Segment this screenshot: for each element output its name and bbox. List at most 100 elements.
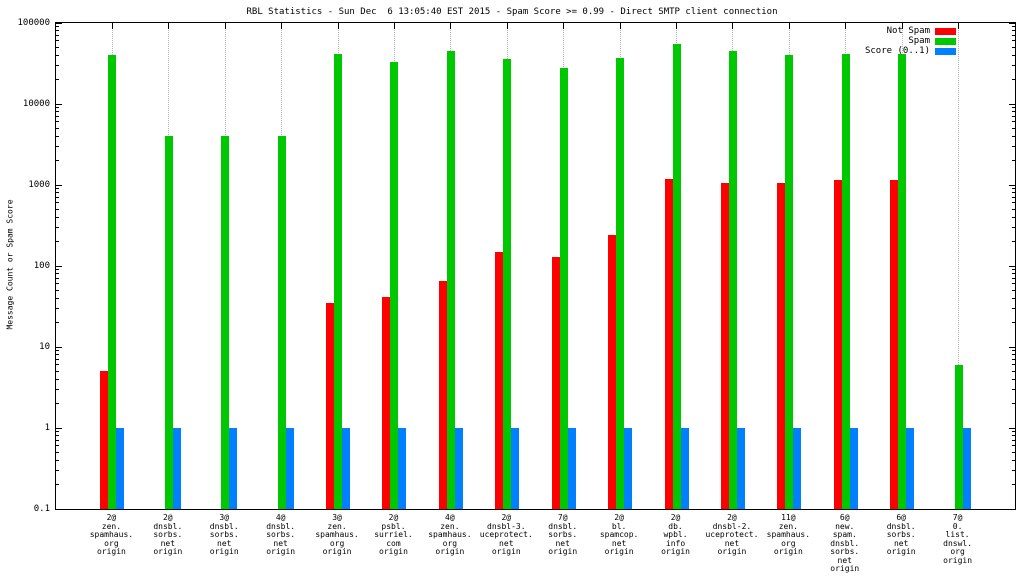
bar-spam-14 xyxy=(898,53,907,509)
category-label-line: spam. xyxy=(832,530,857,539)
bar-spam-2 xyxy=(221,136,230,509)
category-label-line: 3@ xyxy=(219,513,230,522)
y-minor-tick-mark xyxy=(1012,107,1015,109)
category-label-line: origin xyxy=(266,547,296,556)
y-minor-tick-mark xyxy=(1012,350,1015,352)
y-minor-tick-mark xyxy=(1012,145,1015,147)
y-minor-tick-mark xyxy=(1012,188,1015,190)
category-label-line: dnsbl. xyxy=(209,521,239,531)
category-label: 4@ dnsbl. sorbs. net origin xyxy=(266,513,296,557)
y-minor-tick-mark xyxy=(56,241,59,243)
y-minor-tick-mark xyxy=(56,322,59,324)
bar-not-spam-0 xyxy=(100,371,109,509)
category-label-line: uceprotect. xyxy=(705,530,759,539)
y-minor-tick-mark xyxy=(1012,322,1015,324)
category-label-line: dnsbl. xyxy=(886,521,916,531)
x-tick-mark xyxy=(788,23,790,29)
y-tick-mark xyxy=(1009,184,1015,186)
y-minor-tick-mark xyxy=(56,135,59,137)
category-label: 3@ dnsbl. sorbs. net origin xyxy=(209,513,239,557)
y-minor-tick-mark xyxy=(56,192,59,194)
bar-score-0-1-15 xyxy=(962,428,971,509)
y-minor-tick-mark xyxy=(1012,40,1015,42)
y-minor-tick-mark xyxy=(56,30,59,32)
y-minor-tick-mark xyxy=(1012,307,1015,309)
y-minor-tick-mark xyxy=(56,388,59,390)
bar-spam-5 xyxy=(390,62,399,509)
category-label-line: uceprotect. xyxy=(479,530,533,539)
y-tick-label: 1 xyxy=(44,423,50,433)
bar-spam-12 xyxy=(785,55,794,509)
y-tick-mark xyxy=(56,265,62,267)
bar-not-spam-13 xyxy=(833,180,842,509)
y-minor-tick-mark xyxy=(1012,469,1015,471)
y-minor-tick-mark xyxy=(1012,35,1015,37)
legend-label: Score (0..1) xyxy=(864,46,930,56)
bar-score-0-1-13 xyxy=(849,428,858,509)
y-minor-tick-mark xyxy=(1012,273,1015,275)
x-tick-mark xyxy=(506,23,508,29)
category-label-line: origin xyxy=(830,564,860,573)
category-label-line: new. xyxy=(835,521,855,531)
y-minor-tick-mark xyxy=(56,278,59,280)
y-minor-tick-mark xyxy=(56,202,59,204)
bar-spam-15 xyxy=(954,364,963,509)
y-minor-tick-mark xyxy=(56,111,59,113)
y-tick-mark xyxy=(1009,346,1015,348)
legend-swatch-score-0-1 xyxy=(935,47,956,55)
category-label-line: origin xyxy=(491,547,521,556)
category-label-line: org xyxy=(950,547,965,556)
y-minor-tick-mark xyxy=(56,216,59,218)
category-label-line: net xyxy=(893,538,909,548)
y-minor-tick-mark xyxy=(56,26,59,28)
category-label-line: origin xyxy=(548,547,578,556)
bar-not-spam-12 xyxy=(777,183,786,509)
category-label-line: dnsbl. xyxy=(830,538,860,548)
category-label-line: 7@ xyxy=(952,513,963,522)
y-minor-tick-mark xyxy=(56,107,59,109)
y-minor-tick-mark xyxy=(56,435,59,437)
y-minor-tick-mark xyxy=(1012,202,1015,204)
category-label: 7@ 0. list. dnswl. org origin xyxy=(943,513,972,565)
category-label-line: dnsbl-3. xyxy=(487,521,526,531)
bar-spam-4 xyxy=(334,53,343,509)
y-minor-tick-mark xyxy=(56,451,59,453)
x-tick-mark xyxy=(111,23,113,29)
bar-spam-6 xyxy=(446,51,455,509)
y-minor-tick-mark xyxy=(56,79,59,81)
category-label-line: net xyxy=(611,538,627,548)
y-minor-tick-mark xyxy=(56,35,59,37)
category-label: 2@ psbl. surriel. com origin xyxy=(374,513,413,557)
x-tick-mark xyxy=(619,23,621,29)
y-minor-tick-mark xyxy=(1012,445,1015,447)
category-label-line: net xyxy=(555,538,570,548)
y-tick-mark xyxy=(56,103,62,105)
category-label-line: 6@ xyxy=(839,513,850,522)
y-minor-tick-mark xyxy=(1012,208,1015,210)
y-minor-tick-mark xyxy=(1012,54,1015,56)
y-minor-tick-mark xyxy=(1012,278,1015,280)
bar-score-0-1-3 xyxy=(285,428,294,509)
y-minor-tick-mark xyxy=(1012,241,1015,243)
x-tick-mark xyxy=(281,23,283,29)
y-minor-tick-mark xyxy=(1012,364,1015,366)
y-minor-tick-mark xyxy=(1012,226,1015,228)
bar-score-0-1-6 xyxy=(454,428,463,509)
category-label-line: sorbs. xyxy=(209,530,239,539)
category-label: 3@ zen. spamhaus. org origin xyxy=(315,513,358,557)
category-label: 6@ dnsbl. sorbs. net origin xyxy=(886,513,916,557)
legend-swatch-not-spam xyxy=(935,27,956,35)
y-minor-tick-mark xyxy=(56,283,59,285)
bar-score-0-1-10 xyxy=(680,428,689,509)
y-minor-tick-mark xyxy=(56,54,59,56)
bar-score-0-1-12 xyxy=(793,428,802,509)
y-minor-tick-mark xyxy=(56,370,59,372)
y-tick-label: 10000 xyxy=(22,99,50,109)
category-label: 2@ dnsbl. sorbs. net origin xyxy=(153,513,182,557)
y-minor-tick-mark xyxy=(1012,403,1015,405)
y-minor-tick-mark xyxy=(56,359,59,361)
y-tick-mark xyxy=(56,184,62,186)
bar-score-0-1-2 xyxy=(229,428,238,509)
category-label-line: dnsbl. xyxy=(548,521,578,531)
bar-score-0-1-9 xyxy=(624,428,633,509)
